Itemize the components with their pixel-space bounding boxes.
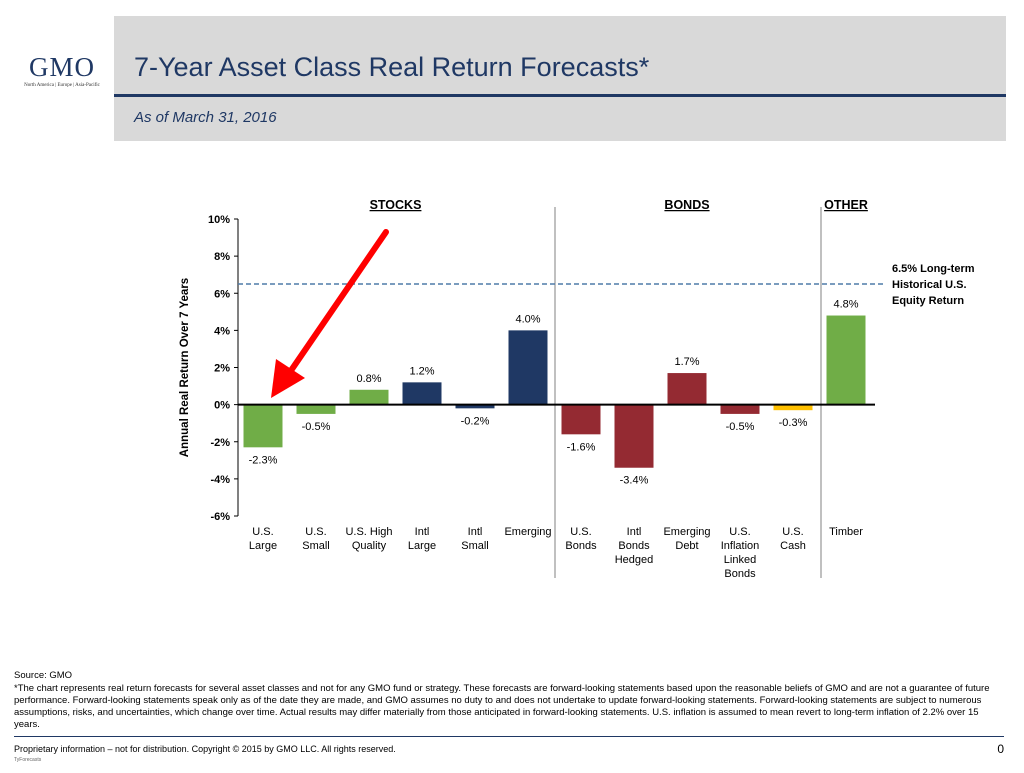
x-tick-label: Intl xyxy=(415,526,430,538)
return-forecast-chart: -6% -4% -2% 0% 2% 4% 6% 8% 10% Annual Real Return… xyxy=(179,198,975,580)
bar xyxy=(614,404,654,468)
data-label: -0.5% xyxy=(302,421,331,433)
gmo-logo: GMO North America | Europe | Asia-Pacifi… xyxy=(14,52,110,89)
data-label: 4.8% xyxy=(833,299,858,311)
x-tick-label: Bonds xyxy=(565,540,597,552)
data-label: -1.6% xyxy=(567,441,596,453)
footer-copyright: Proprietary information – not for distri… xyxy=(14,744,396,754)
bar xyxy=(826,315,866,405)
group-title-bonds: BONDS xyxy=(664,198,709,212)
footer-source: Source: GMO xyxy=(14,670,73,681)
bar xyxy=(720,404,760,414)
x-tick-label: U.S. xyxy=(729,526,750,538)
x-tick-label: Quality xyxy=(352,540,387,552)
y-tick-label: 2% xyxy=(214,363,230,375)
x-tick-label: Intl xyxy=(468,526,483,538)
x-tick-label: Small xyxy=(302,540,330,552)
x-tick-label: U.S. xyxy=(252,526,273,538)
x-tick-label: Large xyxy=(249,540,277,552)
bar xyxy=(508,330,548,405)
x-tick-label: Debt xyxy=(675,540,698,552)
x-tick-label: Intl xyxy=(627,526,642,538)
x-tick-label: Large xyxy=(408,540,436,552)
reference-line-label: Historical U.S. xyxy=(892,279,967,291)
data-label: -3.4% xyxy=(620,475,649,487)
x-tick-label: Bonds xyxy=(724,568,756,580)
page-number: 0 xyxy=(997,742,1004,756)
group-title-stocks: STOCKS xyxy=(370,198,422,212)
reference-line-label: 6.5% Long-term xyxy=(892,263,975,275)
x-tick-label: Hedged xyxy=(615,554,654,566)
y-axis-title: Annual Real Return Over 7 Years xyxy=(179,278,191,457)
x-tick-label: Small xyxy=(461,540,489,552)
header-band: 7-Year Asset Class Real Return Forecasts… xyxy=(114,16,1006,141)
logo-name: GMO xyxy=(28,52,95,82)
y-tick-label: 0% xyxy=(214,400,230,412)
x-tick-label: Bonds xyxy=(618,540,650,552)
arrow-head-icon xyxy=(271,359,305,398)
bar xyxy=(402,382,442,405)
footer-note: *The chart represents real return foreca… xyxy=(14,683,990,730)
bar xyxy=(243,404,283,448)
page-title: 7-Year Asset Class Real Return Forecasts… xyxy=(134,52,650,82)
x-tick-label: U.S. xyxy=(305,526,326,538)
group-title-other: OTHER xyxy=(824,198,868,212)
data-label: 0.8% xyxy=(356,373,381,385)
bar xyxy=(455,404,495,409)
y-tick-label: 6% xyxy=(214,288,230,300)
bar xyxy=(773,404,813,411)
data-label: -0.5% xyxy=(726,421,755,433)
footer-rule xyxy=(14,736,1004,737)
x-tick-label: Inflation xyxy=(721,540,760,552)
data-label: 4.0% xyxy=(515,313,540,325)
logo-tagline: North America | Europe | Asia-Pacific xyxy=(24,83,100,88)
bar xyxy=(296,404,336,414)
data-label: -0.3% xyxy=(779,417,808,429)
x-tick-label: U.S. High xyxy=(345,526,392,538)
bar xyxy=(349,389,389,405)
y-tick-label: 8% xyxy=(214,251,230,263)
x-tick-label: Emerging xyxy=(504,526,551,538)
reference-line-label: Equity Return xyxy=(892,295,964,307)
page-subtitle: As of March 31, 2016 xyxy=(134,109,277,126)
x-tick-label: U.S. xyxy=(570,526,591,538)
data-label: 1.7% xyxy=(674,356,699,368)
x-tick-label: Timber xyxy=(829,526,863,538)
x-tick-label: Linked xyxy=(724,554,756,566)
y-tick-label: -2% xyxy=(210,437,230,449)
arrow-shaft xyxy=(287,229,389,375)
title-rule xyxy=(114,94,1006,97)
footer-file-label: TyForecasts xyxy=(14,757,42,763)
y-tick-label: -6% xyxy=(210,511,230,523)
y-tick-label: -4% xyxy=(210,474,230,486)
x-tick-label: U.S. xyxy=(782,526,803,538)
data-label: -0.2% xyxy=(461,415,490,427)
data-label: -2.3% xyxy=(249,454,278,466)
x-tick-label: Cash xyxy=(780,540,806,552)
y-tick-label: 10% xyxy=(208,214,230,226)
x-tick-label: Emerging xyxy=(663,526,710,538)
bar xyxy=(561,404,601,435)
bar xyxy=(667,373,707,405)
y-tick-label: 4% xyxy=(214,325,230,337)
data-label: 1.2% xyxy=(409,365,434,377)
